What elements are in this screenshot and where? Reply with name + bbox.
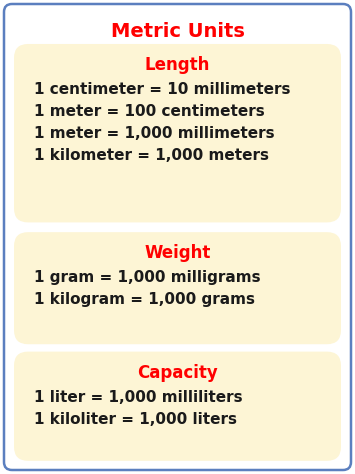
FancyBboxPatch shape [14,352,341,461]
Text: 1 liter = 1,000 milliliters: 1 liter = 1,000 milliliters [34,390,242,405]
Text: 1 kilogram = 1,000 grams: 1 kilogram = 1,000 grams [34,292,255,307]
Text: Length: Length [145,56,210,74]
Text: 1 kiloliter = 1,000 liters: 1 kiloliter = 1,000 liters [34,411,237,427]
FancyBboxPatch shape [14,44,341,222]
Text: 1 gram = 1,000 milligrams: 1 gram = 1,000 milligrams [34,270,261,285]
FancyBboxPatch shape [4,4,351,470]
Text: 1 centimeter = 10 millimeters: 1 centimeter = 10 millimeters [34,82,290,97]
Text: 1 meter = 1,000 millimeters: 1 meter = 1,000 millimeters [34,126,275,141]
Text: Capacity: Capacity [137,364,218,382]
Text: 1 meter = 100 centimeters: 1 meter = 100 centimeters [34,104,265,119]
Text: Metric Units: Metric Units [110,22,245,41]
Text: Weight: Weight [144,244,211,262]
Text: 1 kilometer = 1,000 meters: 1 kilometer = 1,000 meters [34,148,269,163]
FancyBboxPatch shape [14,232,341,344]
